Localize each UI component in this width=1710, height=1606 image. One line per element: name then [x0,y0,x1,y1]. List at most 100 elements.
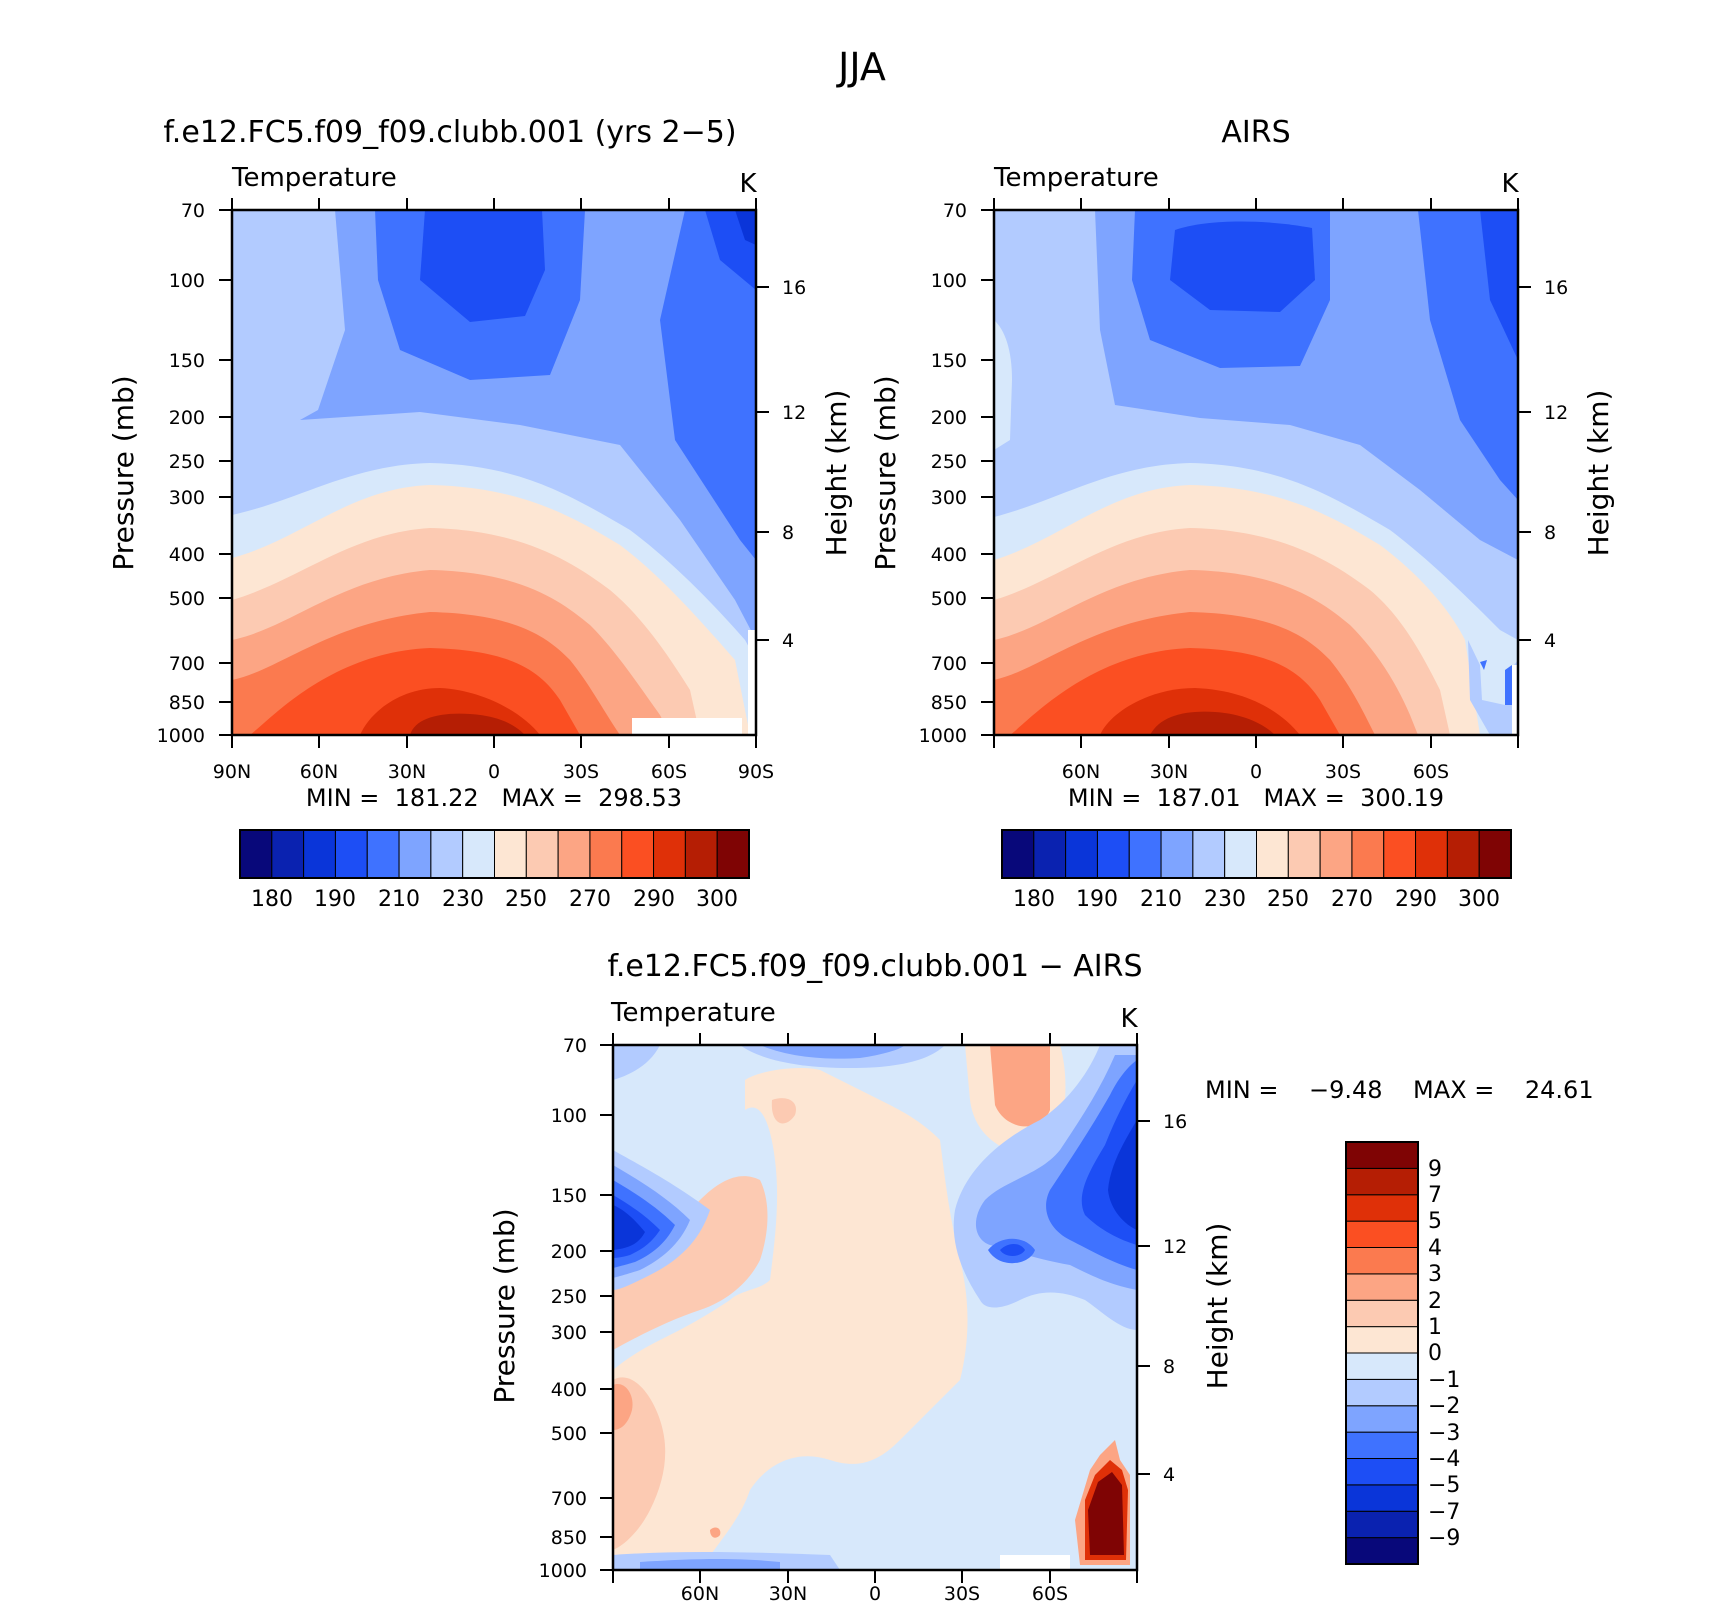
y-axis-height: 16 12 8 4 [756,277,806,652]
colorbar-swatch [271,829,305,879]
colorbar-tick-label: 270 [1331,887,1373,912]
x-tick-label: 30N [769,1583,807,1605]
colorbar-swatch [653,829,686,879]
colorbar-tick-label: 250 [1267,887,1309,912]
y-tick-label: 250 [551,1286,587,1308]
colorbar-swatch [1345,1167,1419,1196]
y-axis-label: Pressure (mb) [869,375,902,570]
x-tick-label: 90N [213,761,251,783]
x-axis: 90N 60N 30N 0 30S 60S 90S [213,198,774,783]
colorbar-tick-label: 180 [251,887,293,912]
colorbar-swatch [1224,829,1257,879]
colorbar-tick-label: 300 [1458,887,1500,912]
x-tick-label: 0 [488,761,500,783]
y2-tick-label: 16 [1163,1111,1187,1133]
y-tick-label: 300 [931,487,967,509]
x-tick-label: 0 [1250,761,1262,783]
colorbar-swatch [494,829,527,879]
y2-tick-label: 16 [1544,277,1568,299]
units-label: K [739,169,757,199]
min-max-label: MIN = 181.22 MAX = 298.53 [306,784,682,812]
colorbar-swatch [303,829,336,879]
colorbar-swatch [1345,1194,1419,1222]
x-tick-label: 30S [944,1583,980,1605]
y-axis-pressure: 70 100 150 200 250 300 400 500 700 850 1… [539,1035,613,1582]
y-tick-label: 200 [169,407,205,429]
y2-tick-label: 8 [1163,1356,1175,1378]
y-tick-label: 70 [943,200,967,222]
colorbar-tick-label: 9 [1428,1157,1442,1182]
x-tick-label: 30N [388,761,426,783]
y-tick-label: 500 [551,1423,587,1445]
contour-field [232,210,756,735]
colorbar-tick-label: 290 [1395,887,1437,912]
y2-tick-label: 8 [1544,522,1556,544]
colorbar-swatch [589,829,623,879]
colorbar-tick-label: 5 [1428,1209,1442,1234]
colorbar-swatch [239,829,273,879]
units-label: K [1501,169,1519,199]
colorbar-swatch [1351,829,1385,879]
colorbar-tick-label: −3 [1428,1421,1460,1446]
colorbar-swatch [1446,829,1480,879]
colorbar-tick-label: 290 [633,887,675,912]
panel-title: AIRS [1221,115,1290,150]
x-tick-label: 60N [300,761,338,783]
colorbar-tick-label: 210 [1140,887,1182,912]
y-tick-label: 500 [169,588,205,610]
variable-label: Temperature [231,163,397,193]
colorbar-tick-label: 270 [569,887,611,912]
colorbar-swatch [1345,1510,1419,1539]
colorbar: 180 190 210 230 250 270 290 300 [239,829,750,912]
x-axis: 60N 30N 0 30S 60S [612,1033,1138,1605]
colorbar-swatch [334,829,368,879]
colorbar-tick-label: 190 [314,887,356,912]
y-tick-label: 1000 [539,1560,587,1582]
y2-tick-label: 12 [782,402,806,424]
y-tick-label: 150 [551,1185,587,1207]
colorbar-tick-label: −9 [1428,1526,1460,1551]
contour-field [613,1045,1137,1570]
y-tick-label: 250 [169,451,205,473]
y-tick-label: 850 [931,692,967,714]
colorbar-tick-label: 4 [1428,1236,1442,1261]
y-axis-pressure: 70 100 150 200 250 300 400 500 700 850 1… [919,200,994,747]
colorbar-swatch [1192,829,1226,879]
colorbar-swatch [398,829,432,879]
colorbar-swatch [462,829,495,879]
colorbar-tick-label: 230 [1204,887,1246,912]
units-label: K [1120,1004,1138,1034]
colorbar-swatch [1345,1484,1419,1512]
colorbar-swatch [684,829,718,879]
y-tick-label: 700 [551,1488,587,1510]
x-tick-label: 30S [1325,761,1361,783]
colorbar-swatch [1345,1352,1419,1380]
x-tick-label: 0 [869,1583,881,1605]
x-tick-label: 90S [738,761,774,783]
colorbar-swatch [1345,1431,1419,1459]
y-tick-label: 400 [169,544,205,566]
colorbar-swatch [1345,1273,1419,1301]
y2-axis-label: Height (km) [1582,390,1615,557]
colorbar-swatch [1256,829,1289,879]
x-tick-label: 30S [563,761,599,783]
y-tick-label: 100 [169,270,205,292]
panel-model: f.e12.FC5.f09_f09.clubb.001 (yrs 2−5) Te… [107,115,853,912]
colorbar-tick-label: 180 [1013,887,1055,912]
colorbar-swatch [1128,829,1162,879]
y-axis-height: 16 12 8 4 [1137,1111,1187,1486]
colorbar-swatch [621,829,655,879]
colorbar-tick-label: 210 [378,887,420,912]
y-tick-label: 1000 [919,725,967,747]
colorbar: 9 7 5 4 3 2 1 0 −1 −2 −3 −4 −5 −7 −9 [1345,1141,1460,1565]
panel-title: f.e12.FC5.f09_f09.clubb.001 (yrs 2−5) [163,115,736,150]
colorbar-tick-label: 3 [1428,1262,1442,1287]
colorbar-swatch [1345,1247,1419,1275]
colorbar-swatch [366,829,400,879]
colorbar-swatch [1345,1537,1419,1565]
y-tick-label: 150 [931,350,967,372]
colorbar-tick-label: 0 [1428,1341,1442,1366]
colorbar-swatch [1478,829,1512,879]
colorbar-swatch [1065,829,1098,879]
colorbar-tick-label: −5 [1428,1473,1460,1498]
